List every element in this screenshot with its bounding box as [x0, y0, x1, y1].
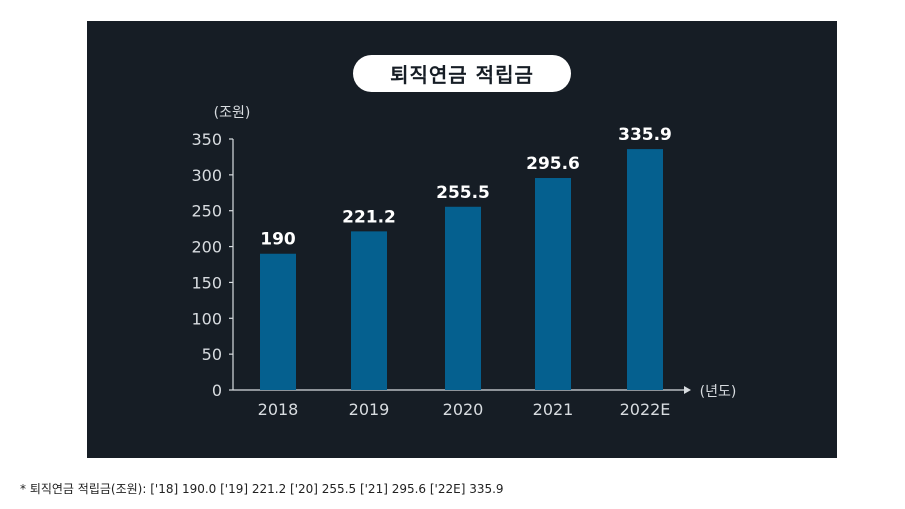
x-tick-label: 2021 [533, 400, 574, 419]
bar [535, 178, 571, 390]
chart-title: 퇴직연금 적립금 [353, 55, 571, 92]
x-tick-label: 2019 [349, 400, 390, 419]
y-tick-label: 200 [191, 238, 222, 257]
bar [627, 149, 663, 390]
bar-value-label: 255.5 [436, 183, 490, 203]
bar [445, 206, 481, 390]
bar [260, 253, 296, 390]
y-tick-label: 250 [191, 202, 222, 221]
y-tick-label: 0 [212, 381, 222, 400]
bar-value-label: 190 [260, 230, 296, 250]
bar-value-label: 295.6 [526, 154, 580, 174]
y-tick-label: 100 [191, 309, 222, 328]
y-tick-label: 300 [191, 166, 222, 185]
x-axis-arrow-icon [684, 386, 691, 394]
chart-caption: * 퇴직연금 적립금(조원): ['18] 190.0 ['19] 221.2 … [20, 482, 504, 496]
y-tick-label: 50 [202, 345, 222, 364]
x-tick-label: 2018 [258, 400, 299, 419]
bar [351, 231, 387, 390]
bar-value-label: 221.2 [342, 207, 396, 227]
y-tick-label: 350 [191, 130, 222, 149]
y-axis-label: (조원) [214, 105, 251, 121]
y-tick-label: 150 [191, 273, 222, 292]
x-tick-label: 2022E [620, 400, 671, 419]
x-axis-label: (년도) [700, 384, 737, 400]
bar-value-label: 335.9 [618, 125, 672, 145]
x-tick-label: 2020 [443, 400, 484, 419]
